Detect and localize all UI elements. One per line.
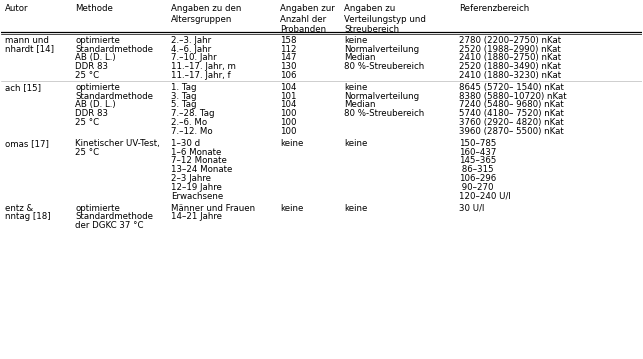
Text: 112: 112 xyxy=(280,45,296,53)
Text: 25 °C: 25 °C xyxy=(75,148,99,157)
Text: 158: 158 xyxy=(280,36,296,45)
Text: keine: keine xyxy=(344,139,367,148)
Text: Angaben zu
Verteilungstyp und
Streubereich: Angaben zu Verteilungstyp und Streuberei… xyxy=(344,4,426,34)
Text: 2410 (1880–2750) nKat: 2410 (1880–2750) nKat xyxy=(459,53,561,62)
Text: 7–12 Monate: 7–12 Monate xyxy=(171,157,227,165)
Text: 3760 (2920– 4820) nKat: 3760 (2920– 4820) nKat xyxy=(459,118,564,127)
Text: 160–437: 160–437 xyxy=(459,148,496,157)
Text: 11.–17. Jahr, m: 11.–17. Jahr, m xyxy=(171,62,236,71)
Text: Männer und Frauen: Männer und Frauen xyxy=(171,204,255,213)
Text: 106–296: 106–296 xyxy=(459,174,496,183)
Text: AB (D. L.): AB (D. L.) xyxy=(75,53,116,62)
Text: entz &: entz & xyxy=(5,204,33,213)
Text: 145–365: 145–365 xyxy=(459,157,496,165)
Text: keine: keine xyxy=(344,204,367,213)
Text: 2410 (1880–3230) nKat: 2410 (1880–3230) nKat xyxy=(459,71,561,80)
Text: Kinetischer UV-Test,: Kinetischer UV-Test, xyxy=(75,139,159,148)
Text: 25 °C: 25 °C xyxy=(75,118,99,127)
Text: optimierte: optimierte xyxy=(75,36,120,45)
Text: 2780 (2200–2750) nKat: 2780 (2200–2750) nKat xyxy=(459,36,561,45)
Text: 3. Tag: 3. Tag xyxy=(171,92,197,101)
Text: Standardmethode: Standardmethode xyxy=(75,213,153,222)
Text: DDR 83: DDR 83 xyxy=(75,62,108,71)
Text: Angaben zur
Anzahl der
Probanden: Angaben zur Anzahl der Probanden xyxy=(280,4,334,34)
Text: Standardmethode: Standardmethode xyxy=(75,45,153,53)
Text: Methode: Methode xyxy=(75,4,113,13)
Text: 147: 147 xyxy=(280,53,296,62)
Text: Median: Median xyxy=(344,53,376,62)
Text: 8645 (5720– 1540) nKat: 8645 (5720– 1540) nKat xyxy=(459,83,564,92)
Text: 30 U/l: 30 U/l xyxy=(459,204,485,213)
Text: 3960 (2870– 5500) nKat: 3960 (2870– 5500) nKat xyxy=(459,127,564,136)
Text: 104: 104 xyxy=(280,101,296,109)
Text: optimierte: optimierte xyxy=(75,83,120,92)
Text: 90–270: 90–270 xyxy=(459,183,494,192)
Text: 25 °C: 25 °C xyxy=(75,71,99,80)
Text: 11.–17. Jahr, f: 11.–17. Jahr, f xyxy=(171,71,231,80)
Text: nntag [18]: nntag [18] xyxy=(5,213,50,222)
Text: Angaben zu den
Altersgruppen: Angaben zu den Altersgruppen xyxy=(171,4,241,24)
Text: 100: 100 xyxy=(280,109,296,118)
Text: Standardmethode: Standardmethode xyxy=(75,92,153,101)
Text: 14–21 Jahre: 14–21 Jahre xyxy=(171,213,222,222)
Text: keine: keine xyxy=(344,36,367,45)
Text: 5740 (4180– 7520) nKat: 5740 (4180– 7520) nKat xyxy=(459,109,564,118)
Text: 7.–10. Jahr: 7.–10. Jahr xyxy=(171,53,217,62)
Text: 13–24 Monate: 13–24 Monate xyxy=(171,165,232,174)
Text: 101: 101 xyxy=(280,92,296,101)
Text: 130: 130 xyxy=(280,62,296,71)
Text: 12–19 Jahre: 12–19 Jahre xyxy=(171,183,222,192)
Text: keine: keine xyxy=(280,204,303,213)
Text: DDR 83: DDR 83 xyxy=(75,109,108,118)
Text: nhardt [14]: nhardt [14] xyxy=(5,45,53,53)
Text: 1–6 Monate: 1–6 Monate xyxy=(171,148,221,157)
Text: 100: 100 xyxy=(280,118,296,127)
Text: keine: keine xyxy=(280,139,303,148)
Text: 7240 (5480– 9680) nKat: 7240 (5480– 9680) nKat xyxy=(459,101,564,109)
Text: 8380 (5880–10720) nKat: 8380 (5880–10720) nKat xyxy=(459,92,566,101)
Text: 120–240 U/l: 120–240 U/l xyxy=(459,192,511,201)
Text: Autor: Autor xyxy=(5,4,28,13)
Text: 7.–28. Tag: 7.–28. Tag xyxy=(171,109,215,118)
Text: 2.–6. Mo: 2.–6. Mo xyxy=(171,118,207,127)
Text: 4.–6. Jahr: 4.–6. Jahr xyxy=(171,45,211,53)
Text: 80 %-Streubereich: 80 %-Streubereich xyxy=(344,109,424,118)
Text: Referenzbereich: Referenzbereich xyxy=(459,4,529,13)
Text: 2520 (1880–3490) nKat: 2520 (1880–3490) nKat xyxy=(459,62,561,71)
Text: AB (D. L.): AB (D. L.) xyxy=(75,101,116,109)
Text: Erwachsene: Erwachsene xyxy=(171,192,223,201)
Text: 150–785: 150–785 xyxy=(459,139,496,148)
Text: 2520 (1988–2990) nKat: 2520 (1988–2990) nKat xyxy=(459,45,561,53)
Text: 5. Tag: 5. Tag xyxy=(171,101,197,109)
Text: 86–315: 86–315 xyxy=(459,165,494,174)
Text: 1–30 d: 1–30 d xyxy=(171,139,200,148)
Text: omas [17]: omas [17] xyxy=(5,139,48,148)
Text: Normalverteilung: Normalverteilung xyxy=(344,92,419,101)
Text: mann und: mann und xyxy=(5,36,48,45)
Text: keine: keine xyxy=(344,83,367,92)
Text: 7.–12. Mo: 7.–12. Mo xyxy=(171,127,213,136)
Text: 2.–3. Jahr: 2.–3. Jahr xyxy=(171,36,211,45)
Text: optimierte: optimierte xyxy=(75,204,120,213)
Text: Median: Median xyxy=(344,101,376,109)
Text: der DGKC 37 °C: der DGKC 37 °C xyxy=(75,221,143,230)
Text: 80 %-Streubereich: 80 %-Streubereich xyxy=(344,62,424,71)
Text: 106: 106 xyxy=(280,71,296,80)
Text: Normalverteilung: Normalverteilung xyxy=(344,45,419,53)
Text: 1. Tag: 1. Tag xyxy=(171,83,197,92)
Text: 104: 104 xyxy=(280,83,296,92)
Text: 100: 100 xyxy=(280,127,296,136)
Text: 2–3 Jahre: 2–3 Jahre xyxy=(171,174,211,183)
Text: ach [15]: ach [15] xyxy=(5,83,41,92)
